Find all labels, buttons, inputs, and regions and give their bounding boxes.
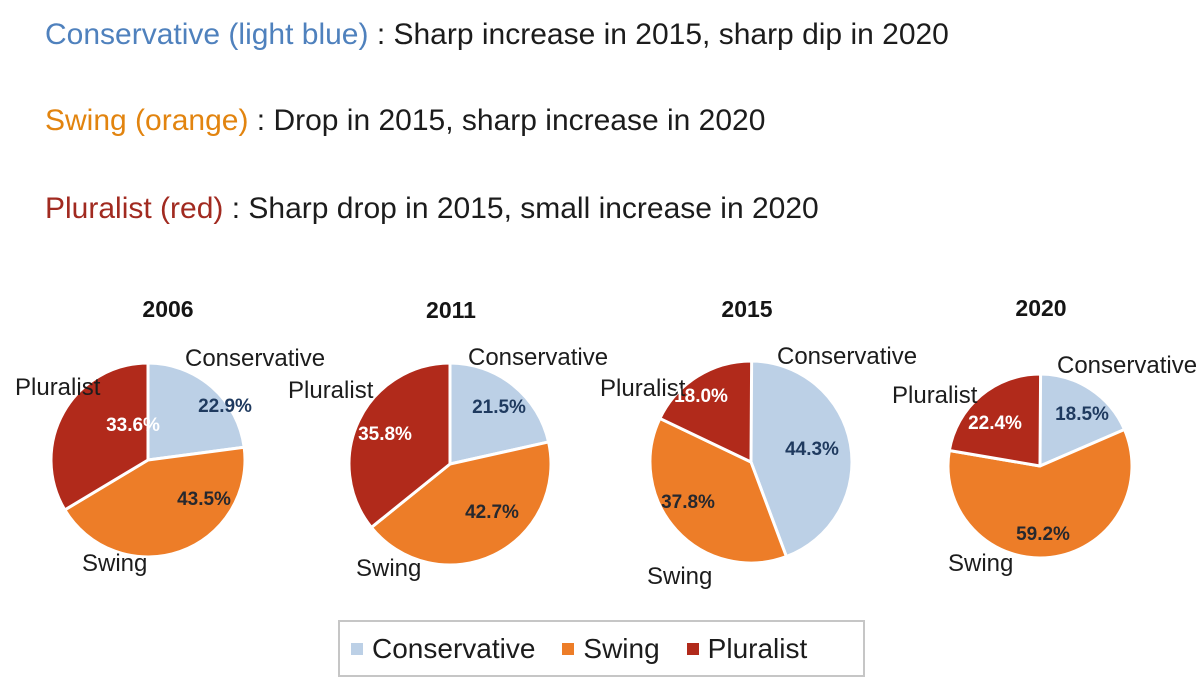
legend-item-swing: Swing bbox=[562, 632, 660, 665]
pie-slice-pluralist-2015 bbox=[658, 359, 754, 464]
slice-value-pluralist-2020: 22.4% bbox=[968, 413, 1022, 434]
pie-year-title-2015: 2015 bbox=[721, 296, 773, 322]
legend-item-pluralist: Pluralist bbox=[686, 632, 808, 665]
pie-slice-conservative-2020 bbox=[1038, 372, 1126, 468]
pie-year-title-2020: 2020 bbox=[1015, 295, 1067, 321]
pie-chart-2020 bbox=[946, 372, 1134, 560]
slice-value-conservative-2006: 22.9% bbox=[198, 396, 252, 417]
slice-value-swing-2015: 37.8% bbox=[661, 492, 715, 513]
slice-value-pluralist-2015: 18.0% bbox=[674, 386, 728, 407]
pie-chart-2011 bbox=[347, 361, 553, 567]
slice-label-conservative-2020: Conservative bbox=[1057, 352, 1198, 379]
pie-slice-conservative-2015 bbox=[749, 359, 854, 559]
annotation-line-swing: Swing (orange) : Drop in 2015, sharp inc… bbox=[45, 104, 765, 138]
legend-swatch-conservative bbox=[351, 642, 363, 655]
pie-slice-swing-2006 bbox=[63, 445, 247, 559]
pie-slice-conservative-2011 bbox=[448, 361, 551, 466]
pie-slice-pluralist-2011 bbox=[347, 361, 452, 529]
slice-value-conservative-2015: 44.3% bbox=[785, 439, 839, 460]
slice-label-swing-2015: Swing bbox=[647, 563, 713, 590]
slice-value-swing-2020: 59.2% bbox=[1016, 524, 1070, 545]
pie-slice-swing-2015 bbox=[648, 416, 788, 565]
legend-label-swing: Swing bbox=[583, 632, 660, 664]
annotation-line-pluralist: Pluralist (red) : Sharp drop in 2015, sm… bbox=[45, 192, 819, 226]
annotation-text-swing: : Drop in 2015, sharp increase in 2020 bbox=[248, 104, 766, 137]
pie-slice-swing-2020 bbox=[946, 427, 1134, 560]
annotation-term-conservative: Conservative (light blue) bbox=[45, 18, 369, 51]
slice-label-pluralist-2015: Pluralist bbox=[600, 375, 686, 402]
slice-value-pluralist-2011: 35.8% bbox=[358, 424, 412, 445]
pie-slice-swing-2011 bbox=[369, 440, 553, 567]
slice-label-conservative-2011: Conservative bbox=[468, 344, 609, 371]
slice-value-pluralist-2006: 33.6% bbox=[106, 415, 160, 436]
pie-year-title-2011: 2011 bbox=[426, 297, 476, 323]
pie-slice-pluralist-2006 bbox=[49, 361, 150, 512]
legend-label-pluralist: Pluralist bbox=[707, 632, 808, 664]
pie-slice-conservative-2006 bbox=[146, 361, 246, 462]
slice-label-conservative-2015: Conservative bbox=[777, 343, 918, 370]
slice-label-swing-2020: Swing bbox=[948, 550, 1014, 577]
pie-slice-pluralist-2020 bbox=[947, 372, 1043, 468]
slice-label-pluralist-2006: Pluralist bbox=[15, 374, 101, 401]
chart-legend: Conservative Swing Pluralist bbox=[338, 620, 865, 677]
legend-item-conservative: Conservative bbox=[351, 633, 535, 665]
annotation-text-pluralist: : Sharp drop in 2015, small increase in … bbox=[223, 192, 819, 225]
legend-label-conservative: Conservative bbox=[372, 632, 536, 664]
pie-chart-2015 bbox=[648, 359, 854, 565]
slice-value-swing-2011: 42.7% bbox=[465, 502, 519, 523]
legend-swatch-pluralist bbox=[686, 642, 699, 655]
slice-label-conservative-2006: Conservative bbox=[185, 345, 326, 372]
annotation-text-conservative: : Sharp increase in 2015, sharp dip in 2… bbox=[368, 18, 949, 51]
slice-value-conservative-2011: 21.5% bbox=[472, 397, 526, 418]
slice-label-swing-2011: Swing bbox=[356, 555, 422, 582]
slice-label-pluralist-2020: Pluralist bbox=[892, 382, 978, 409]
slice-value-swing-2006: 43.5% bbox=[177, 489, 231, 510]
pie-chart-2006 bbox=[49, 361, 247, 559]
slice-label-pluralist-2011: Pluralist bbox=[288, 377, 374, 404]
slice-label-swing-2006: Swing bbox=[82, 550, 148, 577]
pie-year-title-2006: 2006 bbox=[142, 296, 194, 322]
annotation-line-conservative: Conservative (light blue) : Sharp increa… bbox=[45, 18, 949, 52]
annotation-term-swing: Swing (orange) bbox=[45, 104, 249, 137]
slice-value-conservative-2020: 18.5% bbox=[1055, 404, 1109, 425]
annotation-term-pluralist: Pluralist (red) bbox=[45, 192, 224, 225]
legend-swatch-swing bbox=[562, 642, 575, 655]
